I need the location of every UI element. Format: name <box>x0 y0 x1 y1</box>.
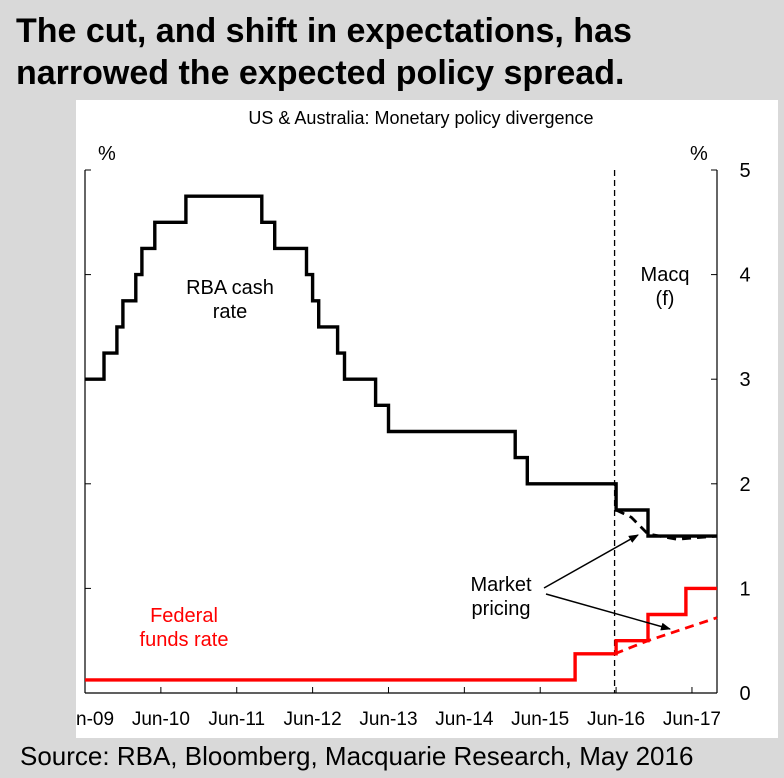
x-tick-label: Jun-14 <box>435 709 494 730</box>
x-tick-label: Jun-16 <box>587 709 645 730</box>
rba-cash-rate-label: RBA cash rate <box>186 277 274 323</box>
fed-funds-rate-label: Federal funds rate <box>140 605 229 651</box>
fed-funds-rate-label-line: funds rate <box>140 629 229 651</box>
headline-line-1: The cut, and shift in expectations, has <box>16 12 632 50</box>
x-tick-label: Jun-09 <box>76 709 114 730</box>
macq-forecast-label: Macq (f) <box>641 264 690 310</box>
market-pricing-label: Market pricing <box>470 574 532 620</box>
rba-cash-rate-label-line: rate <box>213 301 247 323</box>
x-tick-label: Jun-12 <box>284 709 342 730</box>
series-fed-market-pricing <box>614 616 718 656</box>
fed-funds-rate-label-line: Federal <box>150 605 218 627</box>
macq-forecast-label-line: Macq <box>641 264 690 286</box>
series-rba-cash-rate <box>85 194 717 538</box>
series-rba-market-pricing <box>615 508 718 541</box>
axes: 001122334455Jun-09Jun-10Jun-11Jun-12Jun-… <box>76 160 751 730</box>
chart-title: US & Australia: Monetary policy divergen… <box>248 108 593 128</box>
series-lines <box>85 170 718 693</box>
policy-divergence-chart: US & Australia: Monetary policy divergen… <box>76 108 751 730</box>
market-pricing-label-line: pricing <box>472 598 531 620</box>
market-pricing-arrow-rba <box>543 534 639 589</box>
series-labels: RBA cash rate Federal funds rate Macq (f) Mark… <box>140 264 690 651</box>
right-y-tick-label: 0 <box>739 683 750 705</box>
series-federal-funds-rate <box>85 586 717 682</box>
headline-line-2: narrowed the expected policy spread. <box>16 54 625 92</box>
market-pricing-label-line: Market <box>470 574 532 596</box>
source-note: Source: RBA, Bloomberg, Macquarie Resear… <box>20 741 694 771</box>
x-tick-label: Jun-13 <box>359 709 417 730</box>
market-pricing-arrow-fed <box>545 593 671 631</box>
right-y-tick-label: 5 <box>739 160 750 182</box>
left-axis-unit: % <box>98 143 116 165</box>
x-tick-label: Jun-10 <box>132 709 190 730</box>
right-y-tick-label: 4 <box>739 265 750 287</box>
x-tick-label: Jun-11 <box>208 709 265 730</box>
x-tick-label: Jun-17 <box>663 709 721 730</box>
chart-panel: US & Australia: Monetary policy divergen… <box>76 100 778 738</box>
right-y-tick-label: 3 <box>739 369 750 391</box>
macq-forecast-label-line: (f) <box>656 288 675 310</box>
right-axis-unit: % <box>690 143 708 165</box>
rba-cash-rate-label-line: RBA cash <box>186 277 274 299</box>
right-y-tick-label: 2 <box>739 474 750 496</box>
x-tick-label: Jun-15 <box>511 709 569 730</box>
headline: The cut, and shift in expectations, has … <box>16 10 776 94</box>
right-y-tick-label: 1 <box>739 578 750 600</box>
